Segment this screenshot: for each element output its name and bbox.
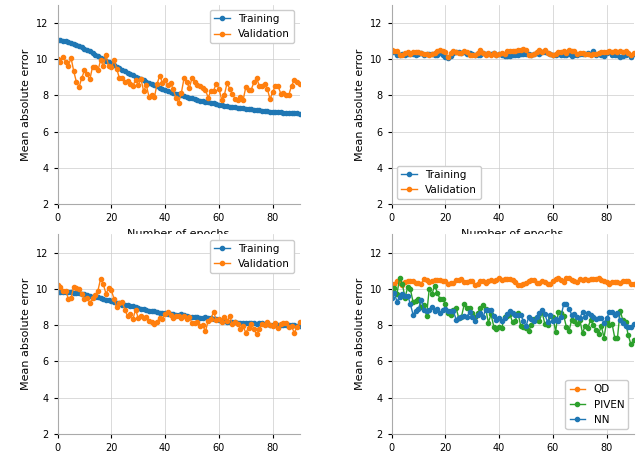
Y-axis label: Mean absolute error: Mean absolute error <box>20 278 31 390</box>
Y-axis label: Mean absolute error: Mean absolute error <box>355 48 365 161</box>
X-axis label: Number of epochs: Number of epochs <box>127 229 230 239</box>
X-axis label: Number of epochs: Number of epochs <box>461 229 564 239</box>
Y-axis label: Mean absolute error: Mean absolute error <box>20 48 31 161</box>
Legend: Training, Validation: Training, Validation <box>211 239 294 273</box>
Legend: Training, Validation: Training, Validation <box>397 165 481 199</box>
Legend: Training, Validation: Training, Validation <box>211 10 294 43</box>
Y-axis label: Mean absolute error: Mean absolute error <box>355 278 365 390</box>
Text: (a) MAE NN: (a) MAE NN <box>147 260 211 271</box>
Legend: QD, PIVEN, NN: QD, PIVEN, NN <box>566 380 628 429</box>
Text: (b) MAE QD: (b) MAE QD <box>481 260 545 271</box>
